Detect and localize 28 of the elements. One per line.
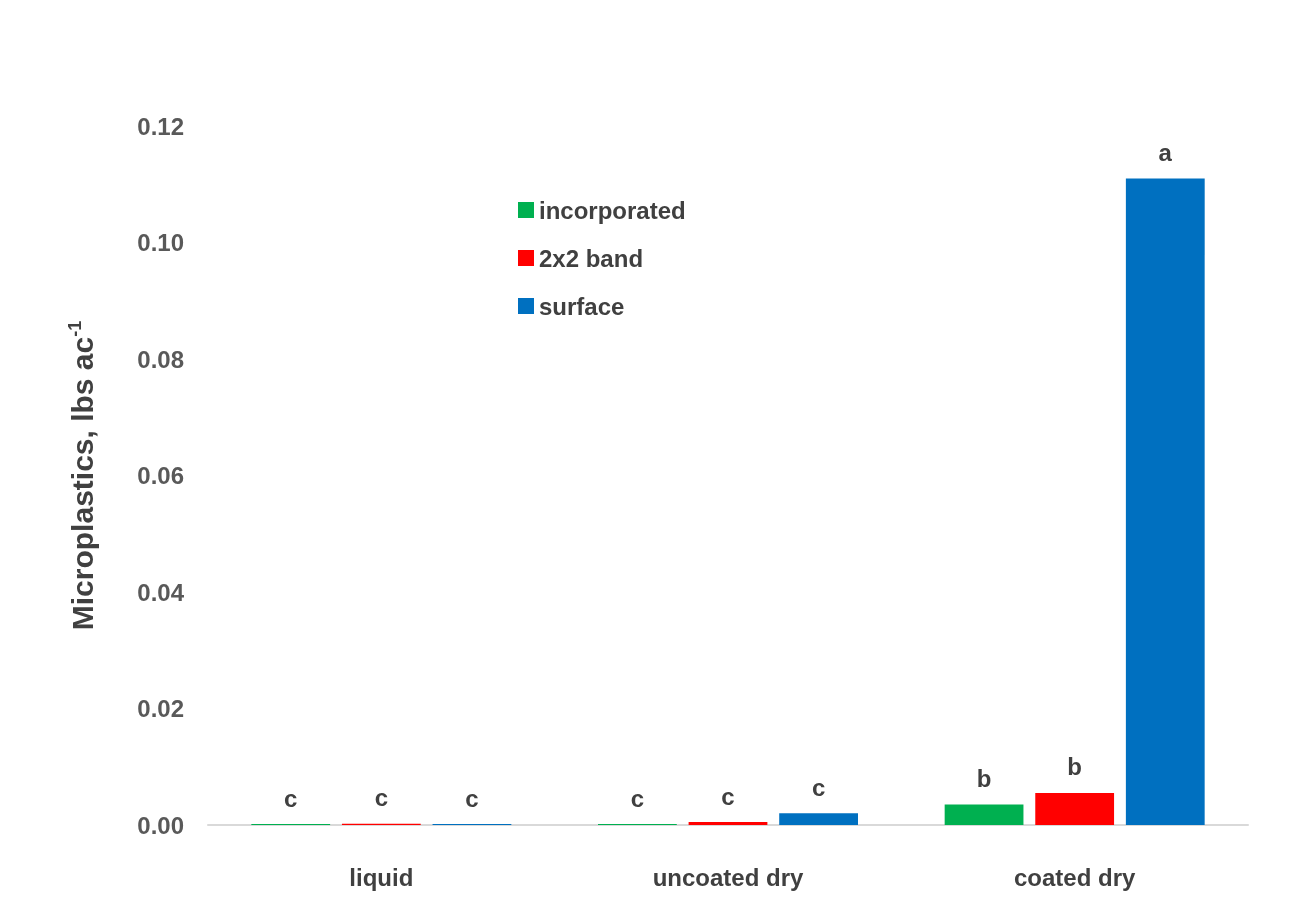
data-label: a <box>1158 138 1173 166</box>
data-label: b <box>1067 753 1082 781</box>
y-tick-label: 0.02 <box>137 695 184 722</box>
y-tick-label: 0.12 <box>137 112 184 140</box>
x-tick-label: liquid <box>349 863 414 891</box>
bar <box>688 822 768 825</box>
data-label: c <box>811 773 826 801</box>
legend-label: incorporated <box>539 196 686 224</box>
y-axis-title: Microplastics, lbs ac-1 <box>65 320 99 631</box>
legend-label: surface <box>539 292 625 320</box>
bar <box>779 813 858 825</box>
y-tick-label: 0.10 <box>137 229 184 256</box>
legend-label: 2x2 band <box>539 244 644 272</box>
x-tick-label: coated dry <box>1013 863 1136 891</box>
data-label: b <box>976 765 992 793</box>
y-tick-label: 0.08 <box>137 345 184 373</box>
data-label: c <box>284 784 298 812</box>
y-tick-label: 0.06 <box>137 462 184 489</box>
data-label: c <box>374 784 389 812</box>
bar <box>1035 792 1115 825</box>
data-label: c <box>721 782 735 810</box>
bar <box>1125 178 1205 825</box>
data-label: c <box>465 784 479 812</box>
x-tick-label: uncoated dry <box>652 863 804 891</box>
bar <box>944 804 1024 825</box>
y-tick-label: 0.04 <box>137 578 185 606</box>
data-label: c <box>630 784 645 812</box>
y-tick-label: 0.00 <box>137 811 184 839</box>
